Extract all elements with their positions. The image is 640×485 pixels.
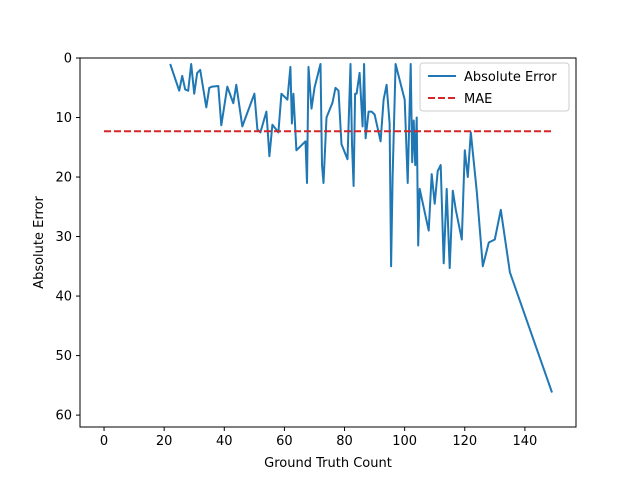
legend-box xyxy=(419,62,570,112)
y-tick-label: 40 xyxy=(55,290,72,305)
series-line-absolute-error xyxy=(169,63,553,393)
series-layer xyxy=(104,63,553,393)
y-axis-label: Absolute Error xyxy=(32,196,47,289)
y-ticks: 0 10 20 30 40 50 60 xyxy=(55,52,80,424)
x-tick-label: 80 xyxy=(336,434,353,449)
x-tick-label: 120 xyxy=(452,434,477,449)
legend-label: MAE xyxy=(464,92,492,107)
y-tick-label: 20 xyxy=(55,171,72,186)
x-tick-label: 60 xyxy=(276,434,293,449)
y-tick-label: 0 xyxy=(64,52,72,67)
y-tick-label: 10 xyxy=(55,111,72,126)
x-tick-label: 100 xyxy=(392,434,417,449)
legend: Absolute Error MAE xyxy=(419,62,570,112)
y-tick-label: 30 xyxy=(55,230,72,245)
legend-label: Absolute Error xyxy=(464,70,557,85)
x-tick-label: 140 xyxy=(512,434,537,449)
x-tick-label: 20 xyxy=(156,434,173,449)
plot-frame xyxy=(79,57,577,428)
x-ticks: 0 20 40 60 80 100 120 140 xyxy=(100,427,537,449)
y-tick-label: 60 xyxy=(55,409,72,424)
x-tick-label: 0 xyxy=(100,434,108,449)
y-tick-label: 50 xyxy=(55,349,72,364)
x-axis-label: Ground Truth Count xyxy=(264,456,392,471)
x-tick-label: 40 xyxy=(216,434,233,449)
